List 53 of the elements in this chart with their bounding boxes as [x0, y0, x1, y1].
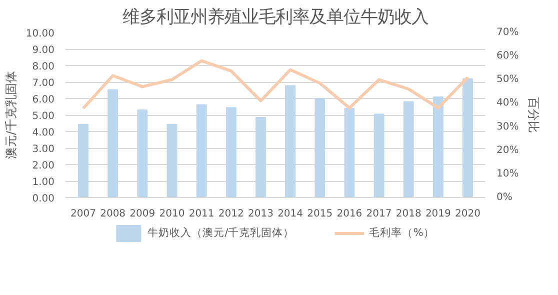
bar [403, 101, 414, 198]
legend-label: 毛利率（%） [369, 226, 434, 240]
bar [462, 78, 473, 198]
y2-tick-label: 40% [496, 98, 519, 109]
y2-tick-label: 20% [496, 144, 519, 156]
x-tick-label: 2018 [396, 208, 422, 220]
x-tick-label: 2017 [366, 208, 392, 220]
bar [196, 104, 207, 198]
y-tick-label: 3.00 [32, 144, 54, 155]
x-tick-label: 2013 [248, 208, 274, 220]
bar [285, 85, 296, 198]
line-series [82, 59, 470, 110]
y-tick-label: 6.00 [32, 94, 54, 106]
bar [314, 98, 326, 198]
y-tick-label: 7.00 [32, 78, 54, 89]
y-tick-label: 2.00 [32, 160, 54, 172]
y-tick-label: 8.00 [32, 62, 54, 72]
bar [226, 107, 236, 198]
x-tick-label: 2009 [130, 208, 156, 220]
x-tick-label: 2011 [188, 208, 214, 220]
x-tick-label: 2010 [159, 208, 185, 220]
chart-title: 维多利亚州养殖业毛利率及单位牛奶收入 [122, 8, 428, 28]
y2-axis-title: 百分比 [526, 97, 541, 133]
y2-tick-label: 70% [496, 27, 519, 38]
bar [344, 108, 355, 198]
x-tick-label: 2008 [100, 208, 126, 220]
bar [374, 114, 384, 198]
y2-tick-label: 60% [496, 50, 519, 62]
x-tick-label: 2012 [218, 208, 244, 220]
x-tick-label: 2007 [70, 208, 96, 220]
y2-tick-label: 10% [496, 168, 519, 180]
y2-tick-label: 0% [496, 192, 512, 203]
y2-tick-label: 30% [496, 121, 519, 132]
x-tick-label: 2020 [455, 208, 480, 220]
bar [137, 110, 148, 198]
bar [78, 124, 88, 198]
y-tick-label: 9.00 [32, 45, 54, 56]
y-tick-label: 1.00 [32, 177, 54, 188]
bar [255, 116, 266, 198]
bar [432, 96, 444, 198]
bar [108, 89, 118, 198]
y-axis-title: 澳元/千克乳固体 [4, 70, 18, 160]
x-tick-label: 2016 [336, 208, 362, 220]
y-tick-label: 10.00 [26, 28, 55, 40]
x-tick-label: 2014 [278, 208, 304, 220]
legend-label: 牛奶收入（澳元/千克乳固体） [148, 226, 294, 240]
y-tick-label: 4.00 [32, 128, 54, 138]
x-tick-label: 2019 [425, 208, 451, 220]
x-tick-label: 2015 [307, 208, 333, 220]
y-tick-label: 5.00 [32, 111, 54, 122]
y-tick-label: 0.00 [32, 194, 54, 204]
bar [166, 124, 178, 198]
y2-tick-label: 50% [496, 74, 519, 86]
